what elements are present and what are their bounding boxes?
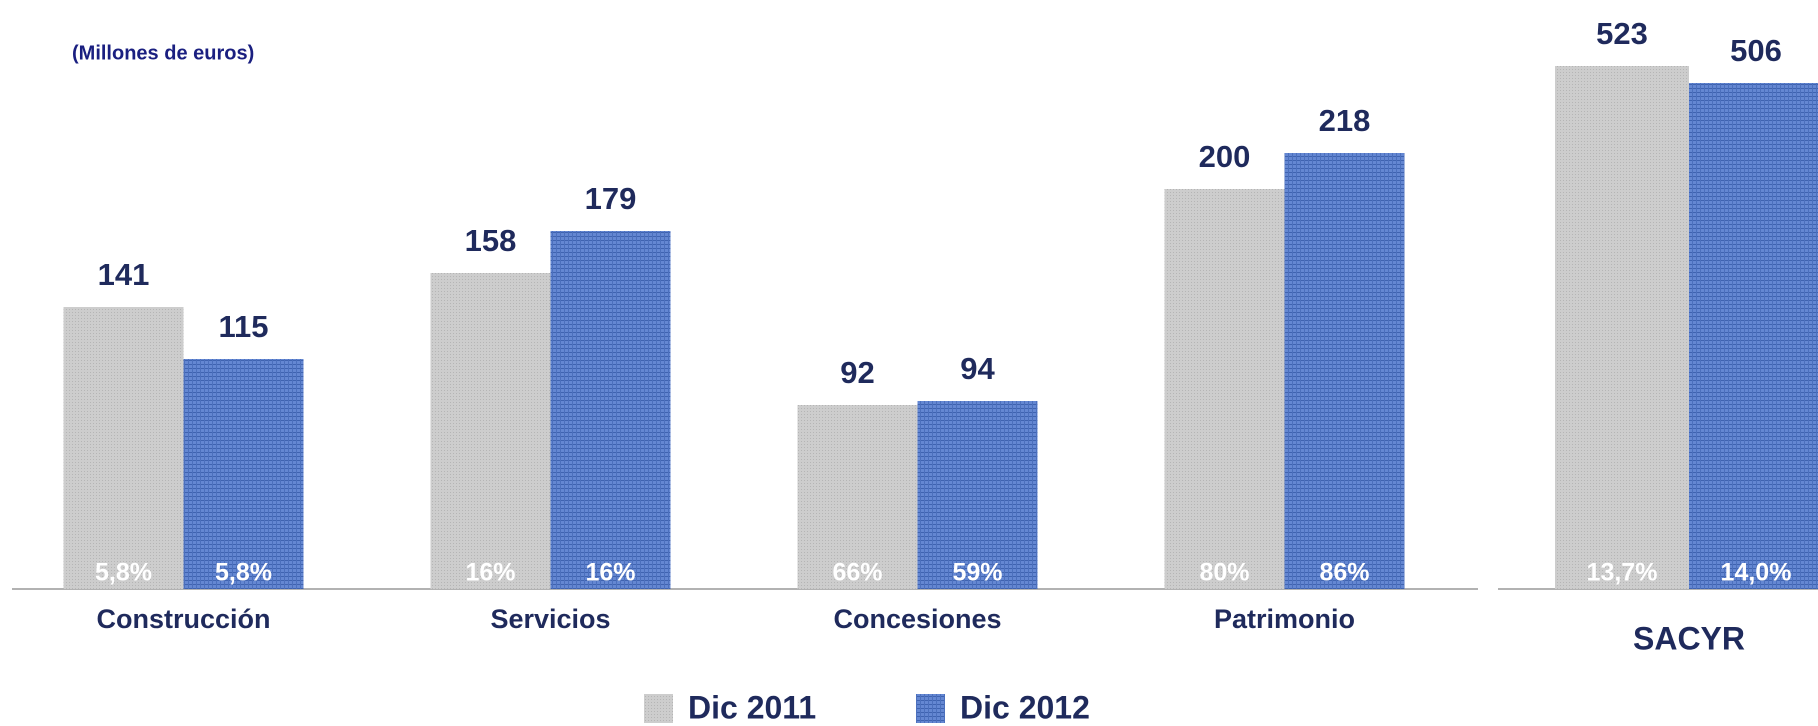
legend-swatch [916, 694, 945, 723]
bar [797, 405, 918, 589]
x-tick-label: Patrimonio [1214, 604, 1355, 634]
x-tick-label: Servicios [490, 604, 610, 634]
margin-label: 14,0% [1721, 559, 1792, 587]
margin-label: 5,8% [95, 559, 152, 587]
data-label: 141 [98, 257, 150, 292]
data-label: 158 [465, 223, 517, 258]
subtitle: (Millones de euros) [72, 42, 254, 64]
margin-label: 16% [465, 559, 515, 587]
legend-swatch [644, 694, 673, 723]
margin-label: 5,8% [215, 559, 272, 587]
data-label: 92 [840, 355, 874, 390]
bar [1284, 153, 1405, 589]
data-label: 523 [1596, 16, 1648, 51]
data-label: 179 [585, 181, 637, 216]
legend-label: Dic 2011 [688, 689, 816, 725]
bar [63, 307, 184, 589]
x-tick-label: Construcción [96, 604, 270, 634]
margin-label: 59% [952, 559, 1002, 587]
margin-label: 13,7% [1587, 559, 1658, 587]
margin-label: 80% [1199, 559, 1249, 587]
data-label: 115 [218, 309, 268, 344]
bar [917, 401, 1038, 589]
bar [183, 359, 304, 589]
data-label: 94 [960, 351, 995, 386]
data-label: 200 [1199, 139, 1251, 174]
x-tick-label: SACYR [1633, 620, 1745, 656]
bar [1555, 66, 1689, 589]
margin-label: 16% [585, 559, 635, 587]
bar [1689, 83, 1818, 589]
legend-label: Dic 2012 [960, 689, 1090, 725]
x-tick-label: Concesiones [833, 604, 1001, 634]
data-label: 218 [1319, 103, 1371, 138]
data-label: 506 [1730, 33, 1782, 68]
margin-label: 66% [832, 559, 882, 587]
bar [430, 273, 551, 589]
bar [550, 231, 671, 589]
margin-label: 86% [1319, 559, 1369, 587]
bar [1164, 189, 1285, 589]
